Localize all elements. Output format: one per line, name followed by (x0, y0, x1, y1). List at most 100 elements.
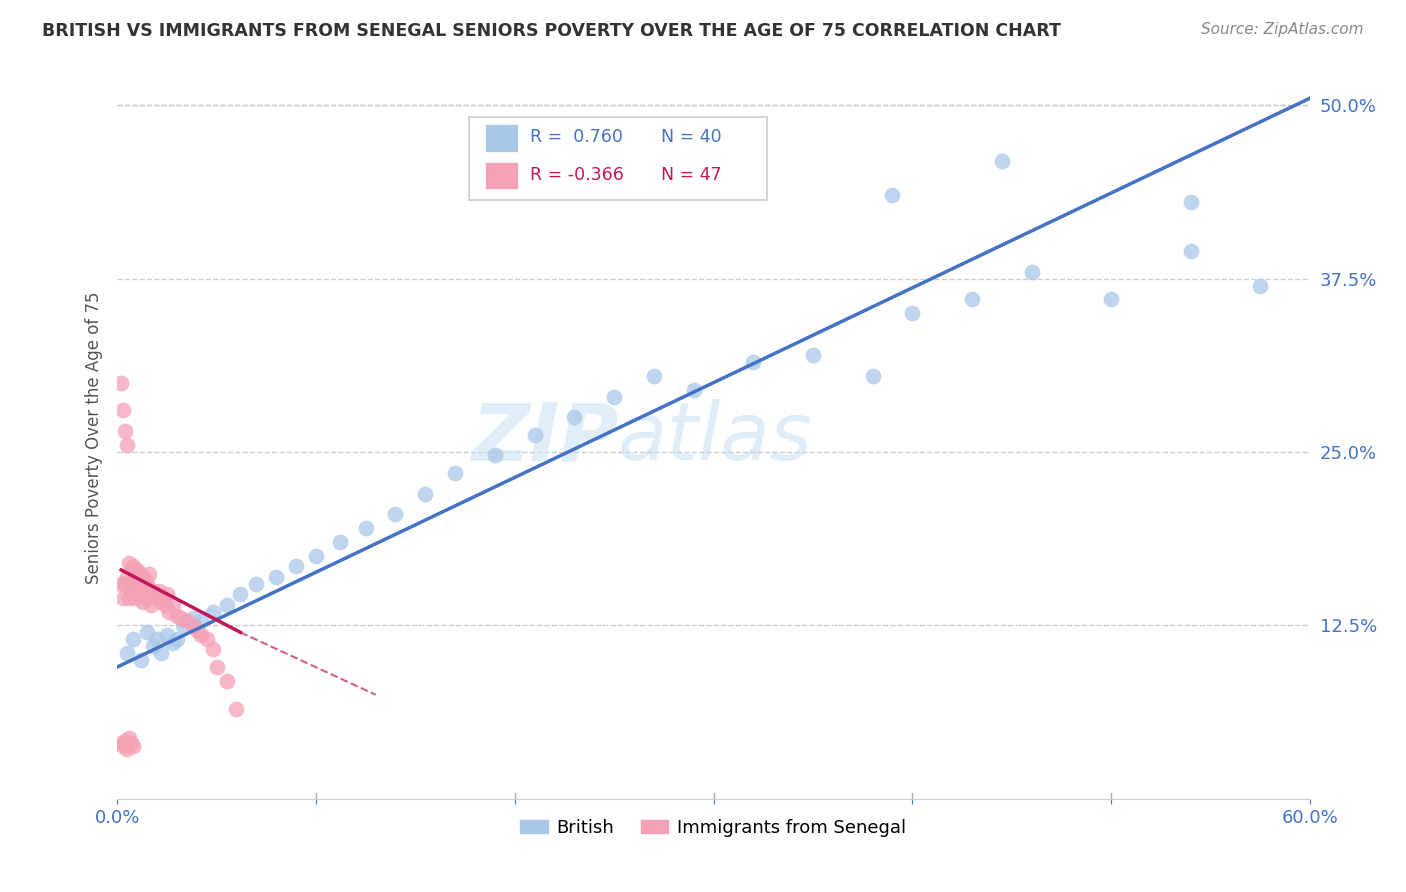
Point (118, 591, 141, 605)
Point (115, 570, 138, 584)
Point (186, 623, 208, 637)
Point (643, 368, 665, 383)
Point (205, 660, 228, 674)
Point (245, 576, 267, 591)
Text: ZIP: ZIP (471, 399, 619, 477)
Point (129, 586, 152, 600)
Text: Source: ZipAtlas.com: Source: ZipAtlas.com (1201, 22, 1364, 37)
Point (329, 535, 352, 549)
Point (142, 639, 165, 653)
Point (156, 628, 179, 642)
FancyBboxPatch shape (485, 161, 517, 189)
Point (120, 563, 142, 577)
Point (166, 632, 188, 647)
Point (190, 628, 212, 642)
Point (264, 570, 287, 584)
Point (990, 153, 1012, 168)
Point (122, 739, 145, 753)
Point (124, 570, 146, 584)
Point (152, 591, 174, 605)
Point (136, 576, 159, 591)
Point (523, 428, 546, 442)
Point (157, 605, 180, 619)
Point (112, 739, 135, 753)
Point (149, 595, 172, 609)
Point (122, 632, 145, 647)
Point (742, 355, 765, 369)
Point (484, 448, 506, 462)
Point (215, 598, 238, 612)
Point (129, 653, 152, 667)
Point (148, 583, 170, 598)
Point (195, 632, 218, 647)
Point (115, 742, 138, 756)
Point (143, 586, 166, 600)
Point (225, 701, 247, 715)
Point (124, 591, 146, 605)
Point (190, 614, 212, 628)
Point (115, 646, 138, 660)
Point (142, 583, 165, 598)
Point (115, 438, 138, 452)
Point (901, 306, 924, 320)
Point (128, 581, 150, 595)
Point (413, 486, 436, 500)
Point (153, 598, 176, 612)
Point (215, 673, 238, 688)
Point (354, 521, 377, 535)
Point (170, 611, 193, 625)
Point (960, 293, 983, 307)
Point (444, 466, 467, 480)
Point (114, 576, 136, 591)
Point (149, 646, 172, 660)
Point (285, 558, 308, 573)
Point (132, 576, 155, 591)
FancyBboxPatch shape (485, 124, 517, 152)
Point (862, 368, 884, 383)
Point (110, 576, 132, 591)
Point (134, 573, 156, 587)
Text: N = 40: N = 40 (661, 128, 721, 146)
Point (125, 563, 148, 577)
Point (166, 608, 188, 623)
Point (1180, 244, 1202, 258)
Point (112, 403, 135, 417)
Point (146, 591, 169, 605)
Point (172, 618, 194, 632)
Point (118, 556, 141, 570)
Text: N = 47: N = 47 (661, 166, 721, 184)
Point (201, 642, 224, 657)
Point (305, 549, 328, 563)
Legend: British, Immigrants from Senegal: British, Immigrants from Senegal (513, 812, 914, 844)
Point (122, 576, 145, 591)
Point (136, 591, 159, 605)
Point (138, 567, 160, 582)
Point (118, 731, 141, 745)
Point (114, 733, 136, 747)
Point (132, 595, 155, 609)
Point (146, 632, 169, 647)
Point (120, 583, 142, 598)
Text: BRITISH VS IMMIGRANTS FROM SENEGAL SENIORS POVERTY OVER THE AGE OF 75 CORRELATIO: BRITISH VS IMMIGRANTS FROM SENEGAL SENIO… (42, 22, 1062, 40)
Y-axis label: Seniors Poverty Over the Age of 75: Seniors Poverty Over the Age of 75 (86, 292, 103, 584)
Point (129, 567, 152, 582)
Point (801, 348, 824, 362)
Point (1180, 195, 1202, 210)
Point (156, 586, 179, 600)
Point (162, 598, 184, 612)
Point (181, 618, 204, 632)
Point (181, 611, 204, 625)
Point (114, 424, 136, 438)
Point (110, 736, 132, 750)
Point (564, 410, 586, 425)
Point (110, 376, 132, 390)
Point (162, 636, 184, 650)
Point (1021, 265, 1043, 279)
Point (201, 605, 224, 619)
Point (384, 508, 406, 522)
Point (882, 188, 904, 202)
Point (112, 591, 135, 605)
Text: R =  0.760: R = 0.760 (530, 128, 623, 146)
Point (229, 586, 252, 600)
Point (1249, 278, 1271, 293)
